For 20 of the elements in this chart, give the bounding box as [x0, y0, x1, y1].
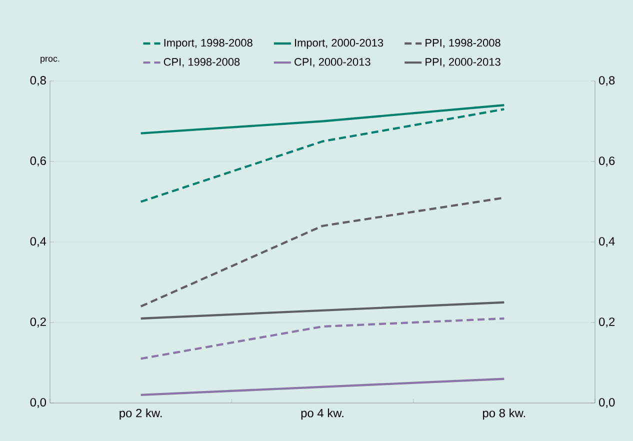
legend-label: Import, 1998-2008: [164, 38, 252, 49]
y2-tick-label: 0,6: [599, 156, 615, 166]
y-tick-label: 0,4: [30, 237, 46, 247]
y2-tick-label: 0,8: [599, 76, 615, 86]
y-tick-label: 0,0: [30, 398, 46, 408]
y2-tick-label: 0,2: [599, 318, 615, 328]
legend-label: PPI, 2000-2013: [426, 58, 500, 68]
y-tick-label: 0,2: [30, 318, 46, 328]
x-tick-label: po 8 kw.: [483, 408, 526, 420]
legend-label: Import, 2000-2013: [295, 38, 384, 49]
y-axis-title: proc.: [40, 56, 60, 64]
y2-tick-label: 0,4: [599, 237, 615, 247]
y2-tick-label: 0,0: [599, 398, 615, 408]
y-tick-label: 0,6: [30, 156, 46, 166]
y-tick-label: 0,8: [30, 76, 46, 86]
legend-label: CPI, 1998-2008: [164, 58, 240, 68]
legend-label: CPI, 2000-2013: [294, 58, 370, 68]
x-tick-label: po 4 kw.: [301, 408, 344, 420]
x-tick-label: po 2 kw.: [120, 408, 162, 420]
legend-label: PPI, 1998-2008: [426, 38, 500, 48]
